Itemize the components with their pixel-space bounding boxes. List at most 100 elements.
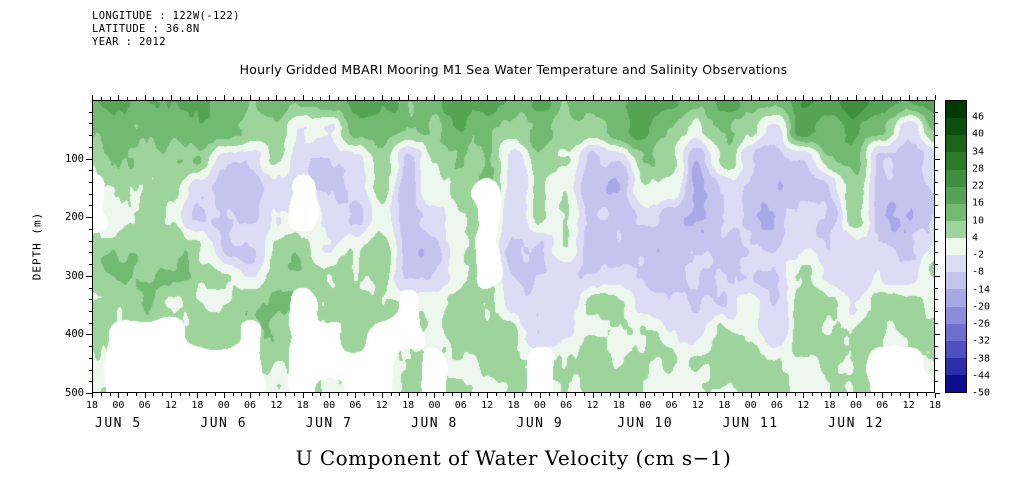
x-minor-tick bbox=[293, 393, 295, 396]
y-minor-tick bbox=[935, 135, 938, 137]
x-major-tick bbox=[487, 393, 489, 398]
x-tick-label: 00 bbox=[323, 400, 336, 411]
x-tick-label: 06 bbox=[560, 400, 573, 411]
y-minor-tick bbox=[935, 287, 938, 289]
y-minor-tick bbox=[89, 357, 92, 359]
x-major-tick bbox=[329, 393, 331, 398]
x-major-tick bbox=[171, 393, 173, 398]
x-minor-tick bbox=[179, 393, 181, 396]
x-tick-label: 06 bbox=[876, 400, 889, 411]
x-major-tick bbox=[197, 393, 199, 398]
x-minor-tick bbox=[443, 393, 445, 396]
x-minor-tick bbox=[548, 393, 550, 396]
x-minor-tick bbox=[135, 97, 137, 100]
x-minor-tick bbox=[337, 393, 339, 396]
x-major-tick bbox=[671, 95, 673, 100]
x-minor-tick bbox=[794, 393, 796, 396]
year-label: YEAR : 2012 bbox=[92, 36, 166, 48]
x-minor-tick bbox=[715, 97, 717, 100]
x-major-tick bbox=[829, 95, 831, 100]
x-minor-tick bbox=[706, 97, 708, 100]
x-tick-label: 12 bbox=[270, 400, 283, 411]
x-minor-tick bbox=[864, 393, 866, 396]
colorbar-label: 22 bbox=[972, 180, 985, 192]
x-minor-tick bbox=[926, 97, 928, 100]
x-minor-tick bbox=[917, 97, 919, 100]
x-minor-tick bbox=[733, 393, 735, 396]
x-major-tick bbox=[408, 95, 410, 100]
x-major-tick bbox=[223, 393, 225, 398]
y-minor-tick bbox=[89, 346, 92, 348]
y-minor-tick bbox=[89, 228, 92, 230]
x-minor-tick bbox=[627, 393, 629, 396]
colorbar-label: -50 bbox=[972, 387, 991, 399]
x-minor-tick bbox=[847, 393, 849, 396]
y-major-tick bbox=[935, 334, 940, 336]
x-minor-tick bbox=[214, 97, 216, 100]
x-minor-tick bbox=[399, 97, 401, 100]
x-minor-tick bbox=[320, 393, 322, 396]
x-tick-label: 00 bbox=[744, 400, 757, 411]
x-minor-tick bbox=[495, 97, 497, 100]
colorbar-label: -2 bbox=[972, 249, 985, 261]
x-minor-tick bbox=[899, 393, 901, 396]
x-minor-tick bbox=[785, 393, 787, 396]
x-minor-tick bbox=[531, 393, 533, 396]
colorbar-label: -44 bbox=[972, 370, 991, 382]
x-major-tick bbox=[829, 393, 831, 398]
x-major-tick bbox=[697, 95, 699, 100]
y-major-tick bbox=[935, 275, 940, 277]
x-minor-tick bbox=[680, 393, 682, 396]
y-minor-tick bbox=[89, 135, 92, 137]
y-minor-tick bbox=[935, 228, 938, 230]
x-tick-label: 18 bbox=[612, 400, 625, 411]
y-minor-tick bbox=[935, 123, 938, 125]
x-minor-tick bbox=[610, 393, 612, 396]
x-major-tick bbox=[671, 393, 673, 398]
x-major-tick bbox=[513, 95, 515, 100]
x-minor-tick bbox=[636, 97, 638, 100]
y-minor-tick bbox=[935, 322, 938, 324]
x-tick-label: 00 bbox=[112, 400, 125, 411]
x-minor-tick bbox=[522, 393, 524, 396]
colorbar-band bbox=[946, 135, 966, 153]
x-minor-tick bbox=[601, 97, 603, 100]
x-major-tick bbox=[460, 393, 462, 398]
x-major-tick bbox=[645, 393, 647, 398]
x-minor-tick bbox=[346, 97, 348, 100]
x-minor-tick bbox=[847, 97, 849, 100]
metadata-block: LONGITUDE : 122W(-122) LATITUDE : 36.8N … bbox=[92, 10, 240, 49]
x-major-tick bbox=[539, 393, 541, 398]
x-minor-tick bbox=[469, 393, 471, 396]
x-minor-tick bbox=[864, 97, 866, 100]
x-day-label: JUN 8 bbox=[411, 416, 458, 431]
colorbar-label: 16 bbox=[972, 197, 985, 209]
heatmap-canvas bbox=[92, 100, 935, 393]
x-minor-tick bbox=[522, 97, 524, 100]
x-tick-label: 06 bbox=[454, 400, 467, 411]
y-minor-tick bbox=[935, 357, 938, 359]
x-major-tick bbox=[697, 393, 699, 398]
x-major-tick bbox=[513, 393, 515, 398]
x-minor-tick bbox=[733, 97, 735, 100]
colorbar-band bbox=[946, 340, 966, 358]
x-major-tick bbox=[803, 95, 805, 100]
x-minor-tick bbox=[416, 97, 418, 100]
x-major-tick bbox=[935, 393, 936, 398]
x-tick-label: 18 bbox=[823, 400, 836, 411]
x-major-tick bbox=[144, 95, 146, 100]
x-minor-tick bbox=[452, 393, 454, 396]
x-minor-tick bbox=[469, 97, 471, 100]
x-major-tick bbox=[855, 95, 857, 100]
x-minor-tick bbox=[759, 97, 761, 100]
x-minor-tick bbox=[899, 97, 901, 100]
x-major-tick bbox=[908, 393, 910, 398]
x-tick-label: 12 bbox=[586, 400, 599, 411]
x-tick-label: 18 bbox=[718, 400, 731, 411]
longitude-label: LONGITUDE : 122W(-122) bbox=[92, 10, 240, 22]
colorbar-band bbox=[946, 323, 966, 341]
x-minor-tick bbox=[794, 97, 796, 100]
x-tick-label: 00 bbox=[639, 400, 652, 411]
colorbar-label: -38 bbox=[972, 353, 991, 365]
